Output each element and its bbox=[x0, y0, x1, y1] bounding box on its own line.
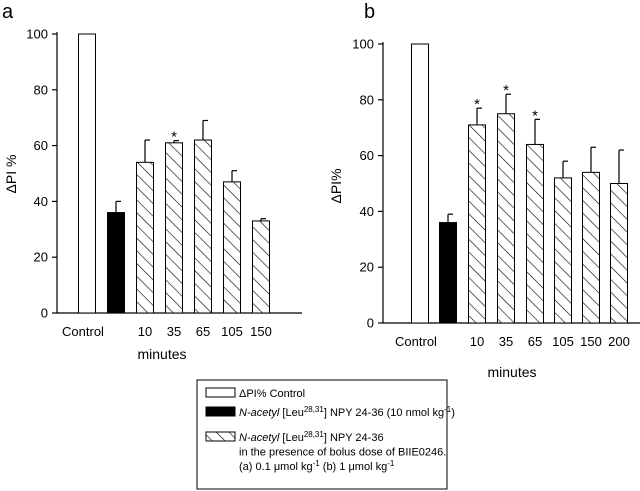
y-tick-label: 100 bbox=[352, 37, 374, 52]
significance-star: * bbox=[532, 107, 538, 124]
y-tick-label: 40 bbox=[34, 194, 48, 209]
x-tick-label: 65 bbox=[196, 324, 210, 339]
panel-label-b: b bbox=[364, 1, 375, 23]
legend-text-run: [Leu bbox=[279, 432, 303, 444]
y-tick-label: 0 bbox=[41, 306, 48, 321]
y-tick-label: 20 bbox=[34, 250, 48, 265]
x-tick-label: 200 bbox=[608, 334, 630, 349]
legend-text-run: ] NPY 24-36 bbox=[324, 432, 384, 444]
bar bbox=[194, 139, 212, 314]
x-tick-label: 65 bbox=[528, 334, 542, 349]
bar bbox=[526, 143, 544, 324]
legend-text-run: N-acetyl bbox=[239, 407, 280, 419]
bar bbox=[582, 171, 600, 324]
bar bbox=[411, 43, 429, 324]
legend-text-run: [Leu bbox=[279, 407, 303, 419]
legend-text-run: -1 bbox=[444, 405, 452, 414]
legend-text-run: ] NPY 24-36 (10 nmol kg bbox=[324, 407, 444, 419]
legend-text-run: -1 bbox=[387, 459, 395, 468]
x-tick-label: 35 bbox=[499, 334, 513, 349]
panel-label-a: a bbox=[2, 1, 14, 23]
legend-text: N-acetyl [Leu28,31] NPY 24-36 (10 nmol k… bbox=[239, 405, 455, 420]
x-tick-label: 105 bbox=[552, 334, 574, 349]
y-tick-label: 100 bbox=[26, 27, 48, 42]
bar bbox=[136, 161, 154, 314]
bars-b: Control * 10 * 35 * 65 105 150 200 bbox=[395, 43, 630, 349]
y-axis-label-a: ΔPI % bbox=[3, 155, 19, 194]
bar bbox=[610, 183, 628, 324]
legend-swatch bbox=[205, 406, 236, 417]
legend-swatch bbox=[205, 431, 236, 442]
x-axis-label-b: minutes bbox=[487, 364, 536, 380]
y-tick-label: 60 bbox=[360, 148, 374, 163]
panel-a: a ΔPI % 0 20 40 60 80 100 Control 10 * 35 65 105 15… bbox=[2, 1, 302, 362]
x-tick-label: 35 bbox=[167, 324, 181, 339]
axes-a: 0 20 40 60 80 100 bbox=[26, 27, 302, 321]
legend-text-run: (b) 1 μmol kg bbox=[320, 461, 387, 473]
bar bbox=[439, 222, 457, 324]
bar bbox=[554, 177, 572, 324]
x-tick-label: Control bbox=[395, 334, 437, 349]
x-axis-label-a: minutes bbox=[137, 346, 186, 362]
y-axis-label-b: ΔPI% bbox=[328, 168, 344, 203]
legend-text: ΔPI% Control bbox=[239, 388, 305, 400]
legend-text-run: (a) 0.1 μmol kg bbox=[239, 461, 313, 473]
significance-star: * bbox=[503, 82, 509, 99]
legend-text-run: ΔPI% Control bbox=[239, 388, 305, 400]
legend-text: N-acetyl [Leu28,31] NPY 24-36 bbox=[239, 430, 384, 445]
significance-star: * bbox=[474, 96, 480, 113]
bar bbox=[107, 212, 125, 314]
x-tick-label: Control bbox=[62, 324, 104, 339]
y-tick-label: 0 bbox=[367, 316, 374, 331]
y-tick-label: 40 bbox=[360, 204, 374, 219]
legend-text: in the presence of bolus dose of BIIE024… bbox=[239, 447, 446, 459]
bar bbox=[78, 33, 96, 314]
bar bbox=[223, 181, 241, 314]
x-tick-label: 150 bbox=[250, 324, 272, 339]
legend-text-run: ) bbox=[451, 407, 455, 419]
significance-star: * bbox=[171, 129, 177, 146]
y-tick-label: 60 bbox=[34, 138, 48, 153]
x-tick-label: 10 bbox=[470, 334, 484, 349]
y-tick-label: 80 bbox=[360, 92, 374, 107]
bar bbox=[252, 220, 270, 314]
legend-text: (a) 0.1 μmol kg-1 (b) 1 μmol kg-1 bbox=[239, 459, 395, 474]
panel-b: b ΔPI% 0 20 40 60 80 100 Control * 10 * 35 * 65 105 1… bbox=[328, 1, 640, 380]
x-tick-label: 105 bbox=[221, 324, 243, 339]
bars-a: Control 10 * 35 65 105 150 bbox=[62, 33, 272, 339]
bar bbox=[497, 113, 515, 324]
legend-text-run: 28,31 bbox=[304, 430, 325, 439]
bar bbox=[165, 142, 183, 314]
y-tick-label: 20 bbox=[360, 260, 374, 275]
bar bbox=[468, 124, 486, 324]
legend-text-run: N-acetyl bbox=[239, 432, 280, 444]
legend-box bbox=[196, 379, 448, 490]
x-tick-label: 150 bbox=[580, 334, 602, 349]
legend-swatch bbox=[205, 387, 236, 398]
y-tick-label: 80 bbox=[34, 82, 48, 97]
x-tick-label: 10 bbox=[138, 324, 152, 339]
legend-text-run: 28,31 bbox=[304, 405, 325, 414]
legend-text-run: in the presence of bolus dose of BIIE024… bbox=[239, 447, 446, 459]
legend-text-run: -1 bbox=[313, 459, 321, 468]
